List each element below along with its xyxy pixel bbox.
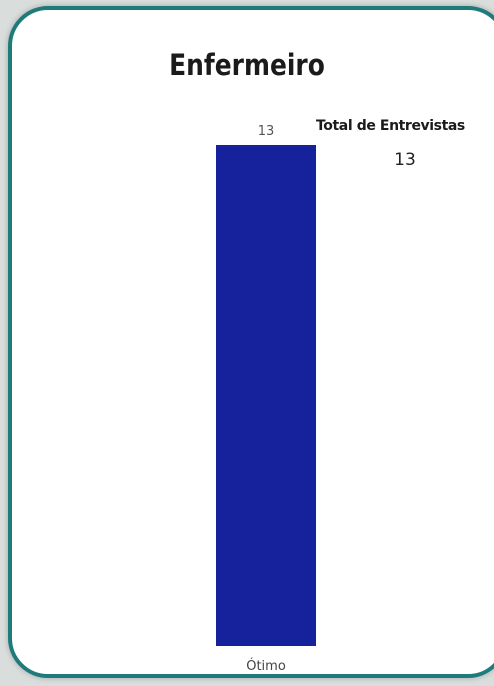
data-label-0: 13 xyxy=(258,124,275,139)
category-labels-group: Ótimo xyxy=(246,658,286,674)
bars-group xyxy=(216,145,316,646)
data-labels-group: 13 xyxy=(258,124,275,139)
category-label-0: Ótimo xyxy=(246,658,286,674)
bar-0[interactable] xyxy=(216,145,316,646)
kpi-value: 13 xyxy=(394,150,416,170)
chart-title: Enfermeiro xyxy=(169,48,325,82)
kpi-label: Total de Entrevistas xyxy=(316,118,465,134)
